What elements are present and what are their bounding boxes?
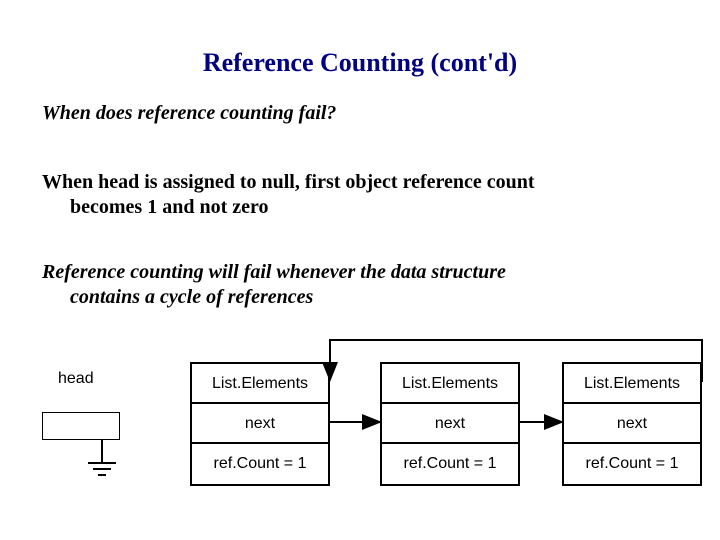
node1-next: next	[192, 404, 328, 444]
node2-next: next	[382, 404, 518, 444]
node3-next: next	[564, 404, 700, 444]
node2-refcount: ref.Count = 1	[382, 444, 518, 484]
paragraph-1: When head is assigned to null, first obj…	[42, 170, 672, 220]
ground-bar-3	[98, 474, 106, 476]
ground-bar-2	[93, 468, 111, 470]
para1-line1: When head is assigned to null, first obj…	[42, 171, 535, 193]
head-label: head	[58, 370, 94, 388]
list-node-1: List.Elements next ref.Count = 1	[190, 362, 330, 486]
question-text: When does reference counting fail?	[42, 102, 336, 125]
ground-bar-1	[88, 462, 116, 464]
node1-title: List.Elements	[192, 364, 328, 404]
ground-stem	[101, 440, 103, 462]
paragraph-2: Reference counting will fail whenever th…	[42, 260, 672, 310]
node3-refcount: ref.Count = 1	[564, 444, 700, 484]
para1-line2: becomes 1 and not zero	[70, 195, 672, 220]
slide-title: Reference Counting (cont'd)	[0, 48, 720, 78]
head-box	[42, 412, 120, 440]
list-node-3: List.Elements next ref.Count = 1	[562, 362, 702, 486]
para2-line2: contains a cycle of references	[70, 285, 672, 310]
node2-title: List.Elements	[382, 364, 518, 404]
para2-line1: Reference counting will fail whenever th…	[42, 261, 506, 283]
node1-refcount: ref.Count = 1	[192, 444, 328, 484]
node3-title: List.Elements	[564, 364, 700, 404]
list-node-2: List.Elements next ref.Count = 1	[380, 362, 520, 486]
